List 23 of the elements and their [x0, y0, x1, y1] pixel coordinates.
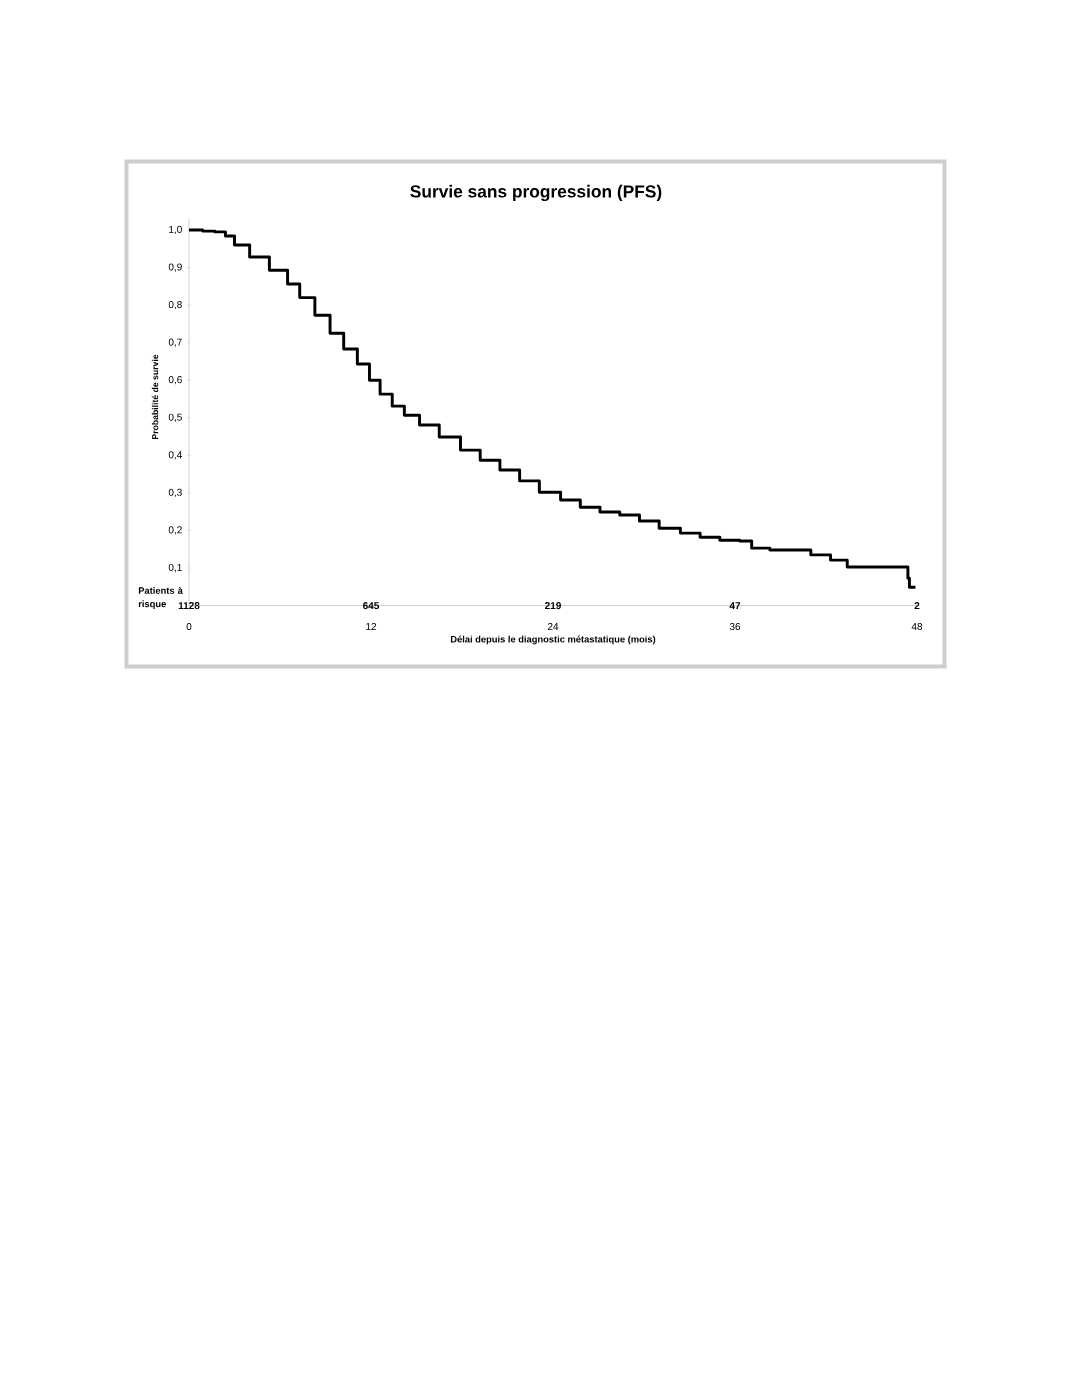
- y-tick-label: 0,8: [168, 300, 182, 310]
- annotation: 2: [914, 602, 920, 610]
- y-tick-label: 0,3: [168, 488, 182, 498]
- x-tick-label: 48: [911, 622, 923, 631]
- y-tick-label: 0,2: [168, 526, 182, 535]
- y-tick-label: 0,7: [168, 338, 182, 347]
- y-axis-title: Probabilité de survie: [151, 354, 159, 440]
- x-tick-label: 0: [186, 622, 192, 631]
- y-tick-label: 1,0: [169, 225, 182, 235]
- y-tick-label: 0,6: [168, 376, 182, 385]
- annotation: 47: [729, 602, 741, 610]
- y-tick-label: 0,1: [168, 563, 182, 573]
- y-tick-label: 0,9: [168, 263, 182, 272]
- x-tick-label: 12: [366, 622, 377, 630]
- x-tick-label: 36: [729, 622, 741, 631]
- y-tick-label: 0,5: [168, 413, 182, 422]
- x-axis-title: Délai depuis le diagnostic métastatique (mois): [450, 635, 656, 645]
- x-tick-label: 24: [547, 622, 559, 630]
- annotation: 645: [363, 602, 380, 610]
- chart-title: Survie sans progression (PFS): [410, 184, 662, 202]
- annotation: 219: [545, 602, 561, 610]
- y-tick-label: 0,4: [168, 451, 182, 460]
- annotation: 1128: [178, 602, 200, 610]
